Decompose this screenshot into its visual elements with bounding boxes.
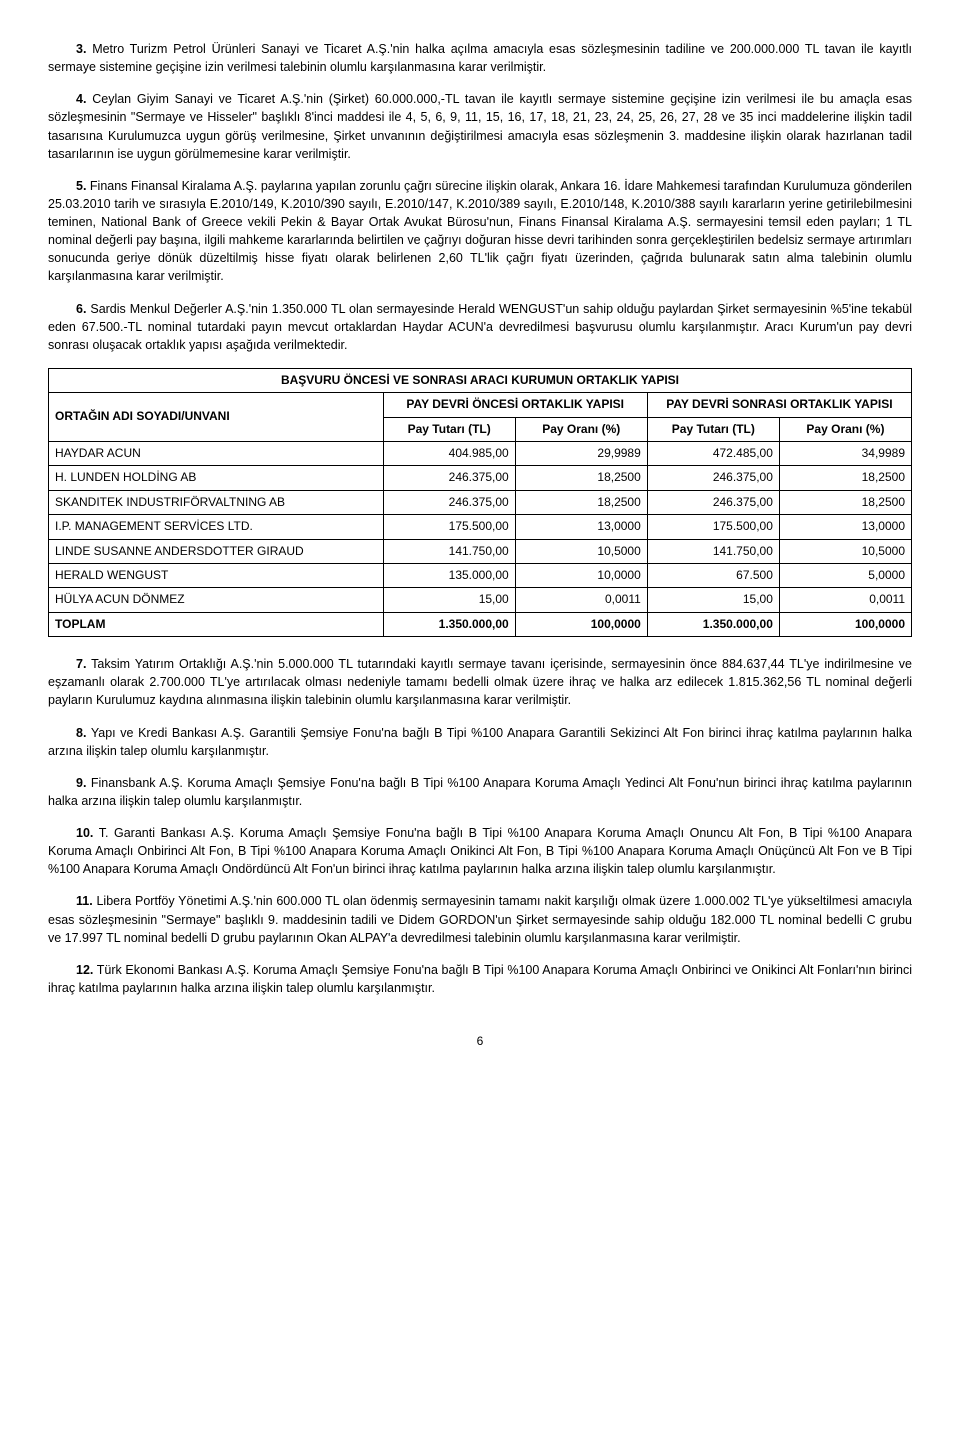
para-lead: 7. <box>76 657 86 671</box>
cell-owner: LINDE SUSANNE ANDERSDOTTER GIRAUD <box>49 539 384 563</box>
para-text: Türk Ekonomi Bankası A.Ş. Koruma Amaçlı … <box>48 963 912 995</box>
cell-after-amount: 246.375,00 <box>647 466 779 490</box>
para-text: Ceylan Giyim Sanayi ve Ticaret A.Ş.'nin … <box>48 92 912 160</box>
para-lead: 6. <box>76 302 86 316</box>
cell-after-ratio: 10,5000 <box>779 539 911 563</box>
cell-before-amount: 404.985,00 <box>383 442 515 466</box>
cell-after-amount: 472.485,00 <box>647 442 779 466</box>
paragraph-3: 3. Metro Turizm Petrol Ürünleri Sanayi v… <box>48 40 912 76</box>
paragraph-5: 5. Finans Finansal Kiralama A.Ş. payları… <box>48 177 912 286</box>
para-text: T. Garanti Bankası A.Ş. Koruma Amaçlı Şe… <box>48 826 912 876</box>
para-lead: 3. <box>76 42 86 56</box>
cell-before-ratio: 18,2500 <box>515 466 647 490</box>
cell-after-ratio: 5,0000 <box>779 564 911 588</box>
table-row: HÜLYA ACUN DÖNMEZ15,000,001115,000,0011 <box>49 588 912 612</box>
cell-after-ratio: 18,2500 <box>779 490 911 514</box>
col-owner: ORTAĞIN ADI SOYADI/UNVANI <box>49 393 384 442</box>
cell-total-after-ratio: 100,0000 <box>779 612 911 636</box>
para-text: Yapı ve Kredi Bankası A.Ş. Garantili Şem… <box>48 726 912 758</box>
para-text: Finans Finansal Kiralama A.Ş. paylarına … <box>48 179 912 284</box>
col-after-amount: Pay Tutarı (TL) <box>647 417 779 441</box>
paragraph-11: 11. Libera Portföy Yönetimi A.Ş.'nin 600… <box>48 892 912 946</box>
para-lead: 12. <box>76 963 93 977</box>
col-after-ratio: Pay Oranı (%) <box>779 417 911 441</box>
cell-before-amount: 246.375,00 <box>383 466 515 490</box>
table-row: I.P. MANAGEMENT SERVİCES LTD.175.500,001… <box>49 515 912 539</box>
ownership-table: BAŞVURU ÖNCESİ VE SONRASI ARACI KURUMUN … <box>48 368 912 637</box>
col-after-header: PAY DEVRİ SONRASI ORTAKLIK YAPISI <box>647 393 911 417</box>
cell-before-amount: 15,00 <box>383 588 515 612</box>
cell-after-amount: 15,00 <box>647 588 779 612</box>
para-text: Libera Portföy Yönetimi A.Ş.'nin 600.000… <box>48 894 912 944</box>
cell-owner: HÜLYA ACUN DÖNMEZ <box>49 588 384 612</box>
cell-before-ratio: 29,9989 <box>515 442 647 466</box>
para-lead: 11. <box>76 894 93 908</box>
paragraph-4: 4. Ceylan Giyim Sanayi ve Ticaret A.Ş.'n… <box>48 90 912 163</box>
paragraph-7: 7. Taksim Yatırım Ortaklığı A.Ş.'nin 5.0… <box>48 655 912 709</box>
table-row: SKANDITEK INDUSTRIFÖRVALTNING AB246.375,… <box>49 490 912 514</box>
cell-owner: HAYDAR ACUN <box>49 442 384 466</box>
col-before-ratio: Pay Oranı (%) <box>515 417 647 441</box>
cell-before-ratio: 18,2500 <box>515 490 647 514</box>
table-row-total: TOPLAM1.350.000,00100,00001.350.000,0010… <box>49 612 912 636</box>
page-number: 6 <box>48 1033 912 1050</box>
cell-before-ratio: 10,0000 <box>515 564 647 588</box>
cell-before-ratio: 13,0000 <box>515 515 647 539</box>
cell-owner: HERALD WENGUST <box>49 564 384 588</box>
cell-before-amount: 141.750,00 <box>383 539 515 563</box>
para-text: Metro Turizm Petrol Ürünleri Sanayi ve T… <box>48 42 912 74</box>
paragraph-10: 10. T. Garanti Bankası A.Ş. Koruma Amaçl… <box>48 824 912 878</box>
cell-total-after-amount: 1.350.000,00 <box>647 612 779 636</box>
cell-total-before-amount: 1.350.000,00 <box>383 612 515 636</box>
cell-owner: H. LUNDEN HOLDİNG AB <box>49 466 384 490</box>
cell-before-ratio: 10,5000 <box>515 539 647 563</box>
cell-before-amount: 135.000,00 <box>383 564 515 588</box>
para-text: Finansbank A.Ş. Koruma Amaçlı Şemsiye Fo… <box>48 776 912 808</box>
table-row: HAYDAR ACUN404.985,0029,9989472.485,0034… <box>49 442 912 466</box>
cell-after-ratio: 34,9989 <box>779 442 911 466</box>
cell-total-label: TOPLAM <box>49 612 384 636</box>
cell-after-amount: 67.500 <box>647 564 779 588</box>
cell-after-ratio: 13,0000 <box>779 515 911 539</box>
cell-before-amount: 175.500,00 <box>383 515 515 539</box>
cell-after-ratio: 18,2500 <box>779 466 911 490</box>
cell-total-before-ratio: 100,0000 <box>515 612 647 636</box>
para-lead: 8. <box>76 726 86 740</box>
paragraph-6: 6. Sardis Menkul Değerler A.Ş.'nin 1.350… <box>48 300 912 354</box>
table-title: BAŞVURU ÖNCESİ VE SONRASI ARACI KURUMUN … <box>49 368 912 392</box>
para-text: Sardis Menkul Değerler A.Ş.'nin 1.350.00… <box>48 302 912 352</box>
paragraph-12: 12. Türk Ekonomi Bankası A.Ş. Koruma Ama… <box>48 961 912 997</box>
col-before-header: PAY DEVRİ ÖNCESİ ORTAKLIK YAPISI <box>383 393 647 417</box>
paragraph-9: 9. Finansbank A.Ş. Koruma Amaçlı Şemsiye… <box>48 774 912 810</box>
paragraph-8: 8. Yapı ve Kredi Bankası A.Ş. Garantili … <box>48 724 912 760</box>
cell-before-amount: 246.375,00 <box>383 490 515 514</box>
table-row: HERALD WENGUST135.000,0010,000067.5005,0… <box>49 564 912 588</box>
table-row: LINDE SUSANNE ANDERSDOTTER GIRAUD141.750… <box>49 539 912 563</box>
cell-after-ratio: 0,0011 <box>779 588 911 612</box>
para-lead: 4. <box>76 92 86 106</box>
cell-owner: SKANDITEK INDUSTRIFÖRVALTNING AB <box>49 490 384 514</box>
para-text: Taksim Yatırım Ortaklığı A.Ş.'nin 5.000.… <box>48 657 912 707</box>
cell-after-amount: 246.375,00 <box>647 490 779 514</box>
para-lead: 10. <box>76 826 93 840</box>
cell-after-amount: 141.750,00 <box>647 539 779 563</box>
cell-before-ratio: 0,0011 <box>515 588 647 612</box>
table-row: H. LUNDEN HOLDİNG AB246.375,0018,2500246… <box>49 466 912 490</box>
para-lead: 9. <box>76 776 86 790</box>
para-lead: 5. <box>76 179 86 193</box>
col-before-amount: Pay Tutarı (TL) <box>383 417 515 441</box>
cell-after-amount: 175.500,00 <box>647 515 779 539</box>
cell-owner: I.P. MANAGEMENT SERVİCES LTD. <box>49 515 384 539</box>
